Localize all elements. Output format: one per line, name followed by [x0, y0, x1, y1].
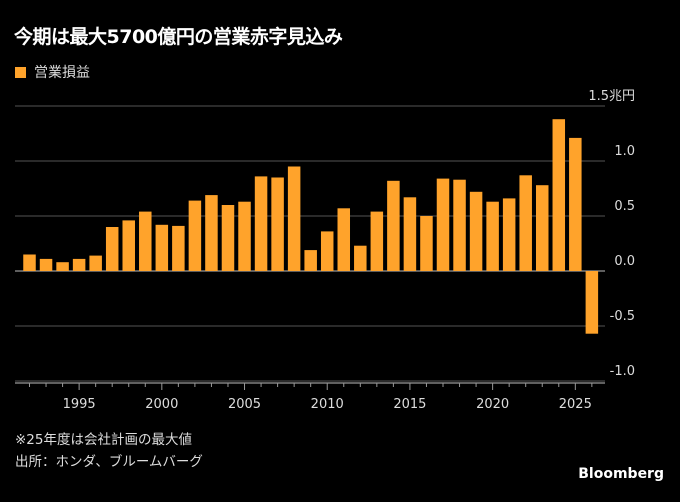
bar-2002	[188, 200, 202, 271]
bar-2022	[519, 175, 532, 271]
bar-2008	[287, 166, 301, 271]
bar-2023	[535, 185, 549, 271]
x-tick-label: 2020	[476, 397, 509, 412]
bar-1995	[72, 258, 86, 271]
bar-1992	[23, 254, 36, 271]
y-tick-label: 1.0	[614, 144, 635, 159]
bar-2018	[453, 179, 466, 271]
legend-swatch	[15, 66, 26, 78]
bar-2016	[420, 216, 433, 271]
chart-title: 今期は最大5700億円の営業赤字見込み	[14, 26, 343, 48]
x-tick-label: 2000	[145, 397, 178, 412]
y-tick-label: 0.0	[614, 254, 635, 269]
bar-2019	[469, 191, 483, 271]
bar-2005	[238, 201, 251, 271]
bar-2021	[502, 198, 516, 271]
y-tick-label: 1.5兆円	[588, 89, 635, 104]
legend: 営業損益	[15, 62, 90, 82]
x-tick-label: 2025	[559, 397, 592, 412]
bar-2013	[370, 211, 384, 271]
bar-2015	[403, 197, 417, 271]
bar-2017	[436, 178, 450, 271]
x-tick-label: 2010	[311, 397, 344, 412]
footnote: ※25年度は会社計画の最大値	[15, 432, 192, 448]
bar-1996	[89, 255, 102, 271]
bar-2009	[304, 250, 317, 271]
bar-2014	[387, 180, 400, 271]
bar-2007	[271, 177, 284, 271]
bar-2012	[354, 245, 367, 271]
bloomberg-logo: Bloomberg	[578, 466, 664, 482]
bar-2006	[254, 176, 268, 271]
bar-1993	[39, 258, 53, 271]
bar-2026	[585, 271, 599, 334]
bar-2000	[155, 224, 169, 271]
x-tick-label: 2015	[393, 397, 426, 412]
source-note: 出所：ホンダ、ブルームバーグ	[15, 454, 203, 470]
legend-label: 営業損益	[34, 65, 90, 81]
bar-1999	[139, 211, 152, 271]
bar-2020	[486, 201, 499, 271]
bar-2003	[205, 195, 218, 271]
y-tick-label: 0.5	[614, 199, 635, 214]
y-tick-label: -0.5	[610, 309, 635, 324]
x-tick-label: 2005	[228, 397, 261, 412]
bar-1997	[105, 227, 119, 271]
bar-2010	[320, 231, 334, 271]
bar-2025	[569, 137, 582, 271]
bar-2004	[221, 205, 235, 271]
bar-2001	[172, 225, 185, 271]
bar-2011	[337, 208, 351, 271]
x-tick-label: 1995	[63, 397, 96, 412]
bar-1998	[122, 220, 135, 271]
bar-2024	[552, 119, 566, 271]
bar-1994	[56, 262, 69, 271]
y-tick-label: -1.0	[610, 364, 635, 379]
